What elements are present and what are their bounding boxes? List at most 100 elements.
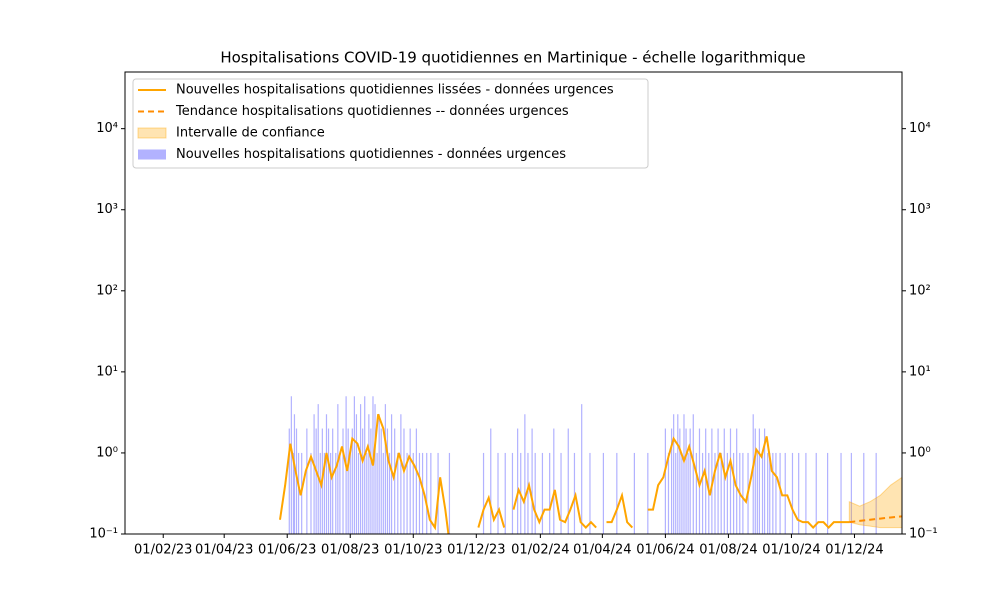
bar <box>723 428 725 534</box>
bar <box>368 414 370 534</box>
y-tick-label: 10⁴ <box>96 121 118 136</box>
bar <box>705 428 707 534</box>
bar <box>670 428 673 534</box>
bar <box>784 452 786 534</box>
bar <box>325 414 328 534</box>
bar <box>647 452 649 534</box>
y2-tick-label: 10³ <box>909 202 931 217</box>
bar <box>664 428 666 534</box>
bar <box>297 452 300 534</box>
bar <box>679 428 681 534</box>
bar <box>720 452 722 534</box>
bar <box>589 452 591 534</box>
legend-swatch <box>137 127 167 139</box>
bar <box>342 428 344 534</box>
legend-label: Tendance hospitalisations quotidiennes -… <box>175 104 569 119</box>
bar <box>390 414 393 534</box>
chart-title: Hospitalisations COVID-19 quotidiennes e… <box>220 49 805 67</box>
bar <box>315 428 317 534</box>
bar <box>430 452 432 534</box>
bar <box>426 452 428 534</box>
bar <box>687 452 689 534</box>
bar <box>805 452 807 534</box>
x-tick-label: 01/02/24 <box>511 543 569 558</box>
bar <box>779 452 781 534</box>
bar <box>616 452 618 534</box>
bar <box>850 452 852 534</box>
bar <box>549 452 551 534</box>
bar <box>386 428 389 534</box>
bar <box>767 452 769 534</box>
bar <box>732 452 735 534</box>
x-tick-label: 01/02/23 <box>134 543 192 558</box>
bar <box>295 428 298 534</box>
y-tick-label: 10² <box>96 283 118 298</box>
bar <box>581 404 583 534</box>
bar <box>319 452 321 534</box>
bar <box>364 396 366 534</box>
x-tick-label: 01/12/24 <box>825 543 883 558</box>
bar <box>306 428 308 534</box>
bar <box>573 452 576 534</box>
bar <box>717 428 719 534</box>
bar <box>378 414 380 534</box>
bar <box>675 452 677 534</box>
bar <box>742 452 744 534</box>
bar <box>376 452 378 534</box>
line <box>849 515 902 524</box>
bar <box>775 452 777 534</box>
bar <box>681 452 683 534</box>
bar <box>863 452 865 534</box>
legend-box <box>132 78 649 169</box>
bar <box>374 404 376 534</box>
legend-label: Nouvelles hospitalisations quotidiennes … <box>176 147 566 162</box>
bar <box>332 428 334 534</box>
y-tick-label: 10³ <box>96 202 118 217</box>
bar <box>633 452 635 534</box>
bar <box>310 452 312 534</box>
bar <box>763 428 766 534</box>
bar <box>798 452 800 534</box>
bar <box>317 404 319 534</box>
bar <box>292 452 295 534</box>
bar <box>337 404 339 534</box>
bar <box>415 428 417 534</box>
y-tick-label: 10⁻¹ <box>89 527 118 542</box>
bar <box>772 452 774 534</box>
x-tick-label: 01/04/24 <box>573 543 631 558</box>
y2-tick-label: 10⁴ <box>909 121 931 136</box>
bar <box>553 428 555 534</box>
bar <box>827 452 829 534</box>
bar <box>531 428 533 534</box>
bar <box>394 428 396 534</box>
x-tick-label: 01/08/24 <box>699 543 757 558</box>
y-tick-label: 10⁰ <box>96 445 118 460</box>
bar <box>769 452 771 534</box>
bar <box>754 428 756 534</box>
bar <box>293 414 296 534</box>
x-tick-label: 01/06/24 <box>636 543 694 558</box>
bar <box>683 414 685 534</box>
bar <box>815 452 817 534</box>
bar <box>406 452 408 534</box>
bar <box>351 428 353 534</box>
x-tick-label: 01/10/23 <box>384 543 442 558</box>
bar <box>382 452 384 534</box>
bar <box>667 452 670 534</box>
bar <box>388 452 391 534</box>
bar <box>524 414 526 534</box>
x-tick-label: 01/06/23 <box>258 543 316 558</box>
line <box>279 413 850 534</box>
bar <box>347 428 349 534</box>
bar <box>541 452 544 534</box>
x-tick-label: 01/12/23 <box>447 543 505 558</box>
bar <box>758 428 761 534</box>
bar <box>418 452 421 534</box>
bar <box>497 452 499 534</box>
bar <box>761 452 764 534</box>
bar <box>353 396 355 534</box>
bar <box>355 414 358 534</box>
y2-tick-label: 10² <box>909 283 931 298</box>
bar <box>370 428 372 534</box>
legend-label: Intervalle de confiance <box>176 126 325 141</box>
